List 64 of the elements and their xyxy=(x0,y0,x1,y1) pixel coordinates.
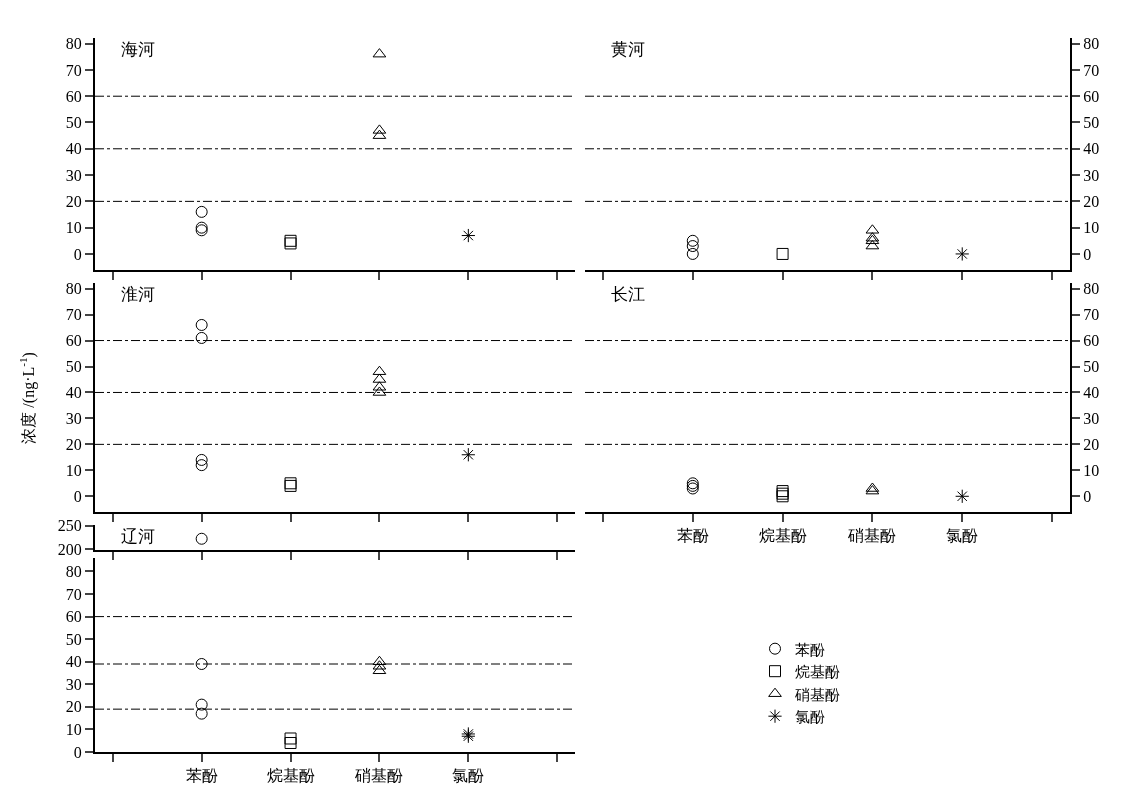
y-tick-label: 50 xyxy=(1083,114,1100,132)
y-tick-label: 70 xyxy=(65,585,82,603)
y-tick-label: 0 xyxy=(73,245,82,263)
y-tick-label: 60 xyxy=(65,332,82,350)
y-tick-label: 30 xyxy=(1083,410,1100,428)
y-tick-label: 70 xyxy=(65,61,82,79)
y-tick-label: 0 xyxy=(73,743,82,761)
y-tick-label: 60 xyxy=(1083,87,1100,105)
x-tick-label: 苯酚 xyxy=(676,527,709,545)
y-tick-label: 20 xyxy=(1083,435,1100,453)
x-tick-label: 硝基酚 xyxy=(354,767,404,785)
y-tick-label: 20 xyxy=(65,435,82,453)
y-tick-label: 40 xyxy=(1083,140,1100,158)
y-tick-label: 250 xyxy=(57,517,82,535)
y-tick-label: 80 xyxy=(65,280,82,298)
y-tick-label: 40 xyxy=(1083,384,1100,402)
y-tick-label: 60 xyxy=(1083,332,1100,350)
y-tick-label: 80 xyxy=(65,35,82,53)
y-tick-label: 70 xyxy=(65,306,82,324)
x-tick-label: 苯酚 xyxy=(185,767,218,785)
legend-label: 氯酚 xyxy=(795,709,825,726)
y-tick-label: 80 xyxy=(1083,280,1100,298)
x-tick-label: 氯酚 xyxy=(946,527,979,545)
x-tick-label: 烷基酚 xyxy=(758,527,807,545)
y-tick-label: 30 xyxy=(65,166,82,184)
chart-title: 辽河 xyxy=(121,527,155,546)
y-tick-label: 10 xyxy=(65,721,82,739)
y-tick-label: 40 xyxy=(65,140,82,158)
y-tick-label: 10 xyxy=(65,219,82,237)
y-tick-label: 50 xyxy=(65,630,82,648)
y-tick-label: 0 xyxy=(1083,487,1092,505)
y-tick-label: 10 xyxy=(1083,461,1100,479)
x-tick-label: 氯酚 xyxy=(452,767,485,785)
y-tick-label: 50 xyxy=(1083,358,1100,376)
chart-title: 淮河 xyxy=(121,285,155,304)
y-tick-label: 40 xyxy=(65,384,82,402)
y-tick-label: 30 xyxy=(65,410,82,428)
legend-label: 硝基酚 xyxy=(794,686,840,703)
legend-label: 烷基酚 xyxy=(795,664,840,681)
y-tick-label: 30 xyxy=(65,675,82,693)
y-tick-label: 40 xyxy=(65,653,82,671)
y-tick-label: 20 xyxy=(65,698,82,716)
legend-label: 苯酚 xyxy=(795,641,825,658)
chart-title: 黄河 xyxy=(611,40,645,59)
y-tick-label: 50 xyxy=(65,358,82,376)
y-tick-label: 0 xyxy=(1083,245,1092,263)
y-tick-label: 60 xyxy=(65,87,82,105)
y-tick-label: 50 xyxy=(65,114,82,132)
y-tick-label: 80 xyxy=(65,563,82,581)
y-tick-label: 10 xyxy=(65,461,82,479)
y-tick-label: 80 xyxy=(1083,35,1100,53)
y-tick-label: 60 xyxy=(65,608,82,626)
chart-title: 长江 xyxy=(611,285,645,304)
x-tick-label: 硝基酚 xyxy=(847,527,897,545)
y-tick-label: 0 xyxy=(73,487,82,505)
y-tick-label: 10 xyxy=(1083,219,1100,237)
x-tick-label: 烷基酚 xyxy=(266,767,315,785)
chart-title: 海河 xyxy=(121,40,155,59)
y-tick-label: 70 xyxy=(1083,306,1100,324)
y-tick-label: 20 xyxy=(65,192,82,210)
y-tick-label: 20 xyxy=(1083,192,1100,210)
y-tick-label: 200 xyxy=(57,540,82,558)
y-tick-label: 70 xyxy=(1083,61,1100,79)
y-tick-label: 30 xyxy=(1083,166,1100,184)
